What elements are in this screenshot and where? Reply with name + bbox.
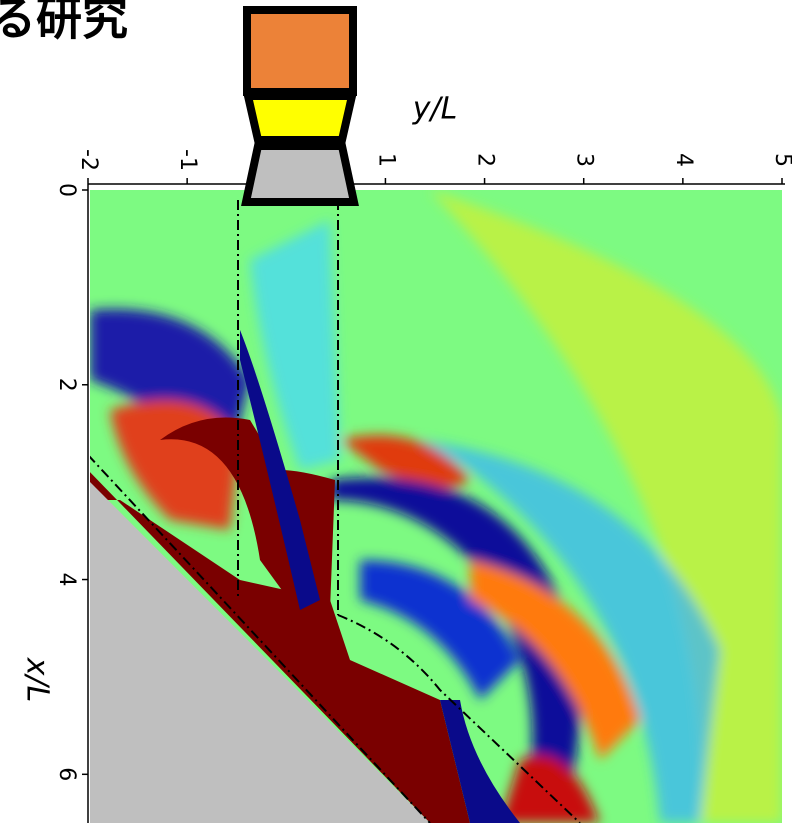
x-tick-label: 1: [373, 153, 398, 167]
slide-title: る研究: [0, 0, 128, 46]
y-axis-label: x/L: [20, 657, 55, 703]
x-tick-label: 4: [671, 153, 696, 167]
y-tick-label: 2: [54, 378, 79, 392]
field: [88, 190, 782, 823]
figure: る研究 -2-10123450246 y/L x/L: [0, 0, 792, 823]
x-tick-label: 5: [770, 153, 792, 167]
x-tick-label: 3: [572, 153, 597, 167]
y-tick-label: 4: [54, 573, 79, 587]
x-tick-label: 2: [473, 153, 498, 167]
x-axis-label: y/L: [412, 92, 458, 127]
nozzle: [246, 10, 354, 202]
x-tick-label: -1: [175, 149, 200, 171]
y-tick-label: 0: [54, 183, 79, 197]
x-tick-label: -2: [76, 149, 101, 171]
y-tick-label: 6: [54, 767, 79, 781]
